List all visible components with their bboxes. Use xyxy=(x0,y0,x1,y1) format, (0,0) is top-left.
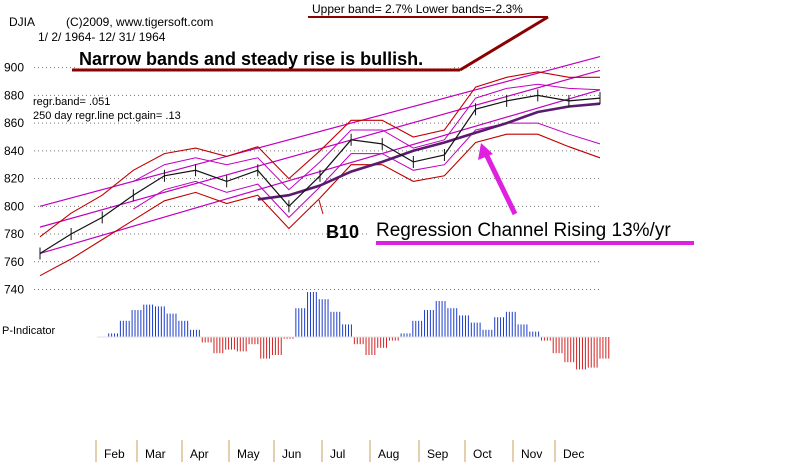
symbol-label: DJIA xyxy=(9,15,35,29)
b10-marker xyxy=(318,199,324,215)
month-label: Sep xyxy=(427,447,449,461)
month-label: Oct xyxy=(473,447,492,461)
y-axis-labels: 900 880 860 840 820 800 780 760 740 xyxy=(4,61,24,297)
p-indicator-series xyxy=(108,292,610,370)
p-indicator-label: P-Indicator xyxy=(2,325,56,337)
narrow-bands-annotation: Narrow bands and steady rise is bullish. xyxy=(79,49,423,69)
month-label: Nov xyxy=(521,447,542,461)
date-range-label: 1/ 2/ 1964- 12/ 31/ 1964 xyxy=(38,30,166,44)
month-label: May xyxy=(237,447,260,461)
channel-arrow-head xyxy=(478,143,493,160)
month-label: Dec xyxy=(563,447,584,461)
month-label: Apr xyxy=(190,447,209,461)
band-note: Upper band= 2.7% Lower bands=-2.3% xyxy=(312,2,523,16)
regr-band-stat: regr.band= .051 xyxy=(33,96,110,108)
narrow-annotation-bg xyxy=(77,48,454,68)
y-tick-label: 740 xyxy=(4,283,24,297)
narrow-annotation-pointer xyxy=(459,15,549,72)
y-tick-label: 780 xyxy=(4,227,24,241)
y-tick-label: 880 xyxy=(4,88,24,102)
y-tick-label: 900 xyxy=(4,61,24,75)
y-tick-label: 760 xyxy=(4,255,24,269)
month-label: Aug xyxy=(378,447,399,461)
y-tick-label: 840 xyxy=(4,144,24,158)
month-label: Feb xyxy=(104,447,125,461)
upper-inner-band-line xyxy=(133,83,601,191)
month-axis: Feb Mar Apr May Jun Jul Aug Sep Oct Nov Dec xyxy=(95,440,584,462)
lower-band-line xyxy=(39,133,601,277)
upper-band-line xyxy=(39,71,600,238)
y-tick-label: 820 xyxy=(4,172,24,186)
channel-arrow-shaft xyxy=(483,152,518,216)
month-label: Jul xyxy=(330,447,345,461)
channel-annotation: Regression Channel Rising 13%/yr xyxy=(376,220,671,241)
regression-channel-upper xyxy=(39,55,601,207)
month-label: Jun xyxy=(282,447,301,461)
month-label: Mar xyxy=(145,447,166,461)
pct-gain-stat: 250 day regr.line pct.gain= .13 xyxy=(33,110,181,122)
channel-annotation-bg xyxy=(370,218,710,240)
bands xyxy=(39,71,601,277)
price-series xyxy=(39,89,601,260)
moving-average-line xyxy=(257,102,601,201)
y-tick-label: 860 xyxy=(4,116,24,130)
copyright-label: (C)2009, www.tigersoft.com xyxy=(66,15,213,29)
b10-label: B10 xyxy=(326,222,359,242)
lower-inner-band-line xyxy=(133,122,601,219)
y-tick-label: 800 xyxy=(4,199,24,213)
